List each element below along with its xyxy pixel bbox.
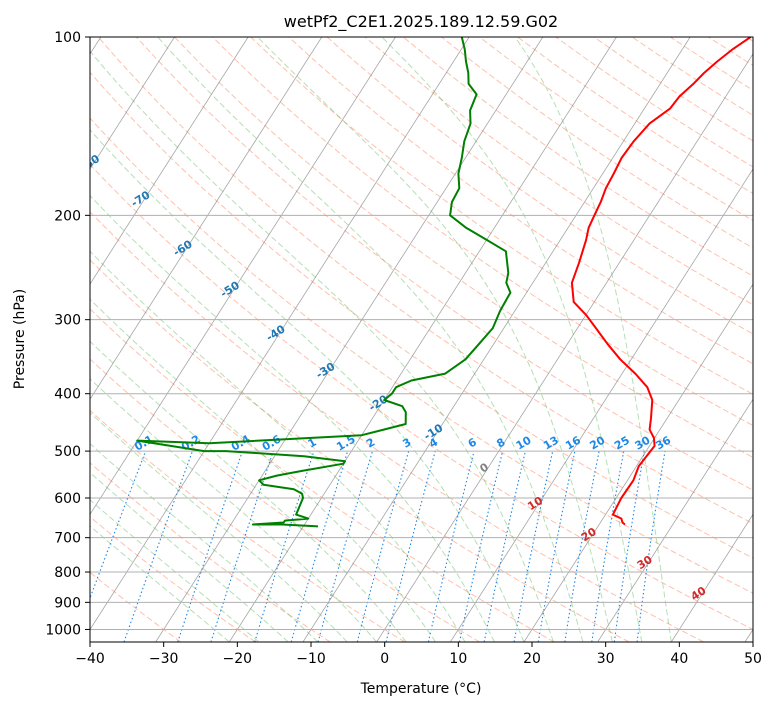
mixing-ratio-line [483,450,526,642]
temperature-profile-line [570,37,752,526]
chart-title: wetPf2_C2E1.2025.189.12.59.G02 [284,12,558,32]
isotherm-line [90,37,323,400]
x-tick-label: 30 [597,651,615,667]
dry-adiabat-line [90,163,753,630]
dry-adiabat-line [250,37,753,395]
y-tick-label: 600 [54,491,81,507]
moist-adiabat-line [90,129,525,642]
moist-adiabat-line [514,37,672,642]
moist-adiabat-line [90,411,348,642]
moist-adiabat-line [90,525,230,642]
x-tick-label: 10 [449,651,467,667]
dry-adiabat-line [90,211,704,642]
dry-adiabat-line [90,516,256,642]
mixing-ratio-line [317,450,374,642]
background-reference-lines [90,37,753,642]
dry-adiabat-line [212,37,753,427]
isotherm-line [90,37,249,285]
isotherm-line [302,37,691,642]
dry-adiabat-line [364,37,753,306]
mixing-ratio-line [458,450,504,642]
y-axis-ticks: 100 200 300 400 500 600 700 800 900 1000 [45,30,90,638]
moist-adiabat-line [90,298,436,642]
mixing-ratio-line [613,451,645,642]
dry-adiabat-line [90,308,555,642]
mixing-ratio-line [254,450,315,642]
isotherm-line [449,168,753,642]
moist-adiabat-line [381,37,643,642]
mixing-ratio-line [210,450,274,642]
dry-adiabat-line [90,117,753,594]
moist-adiabat-line [90,471,289,642]
moist-adiabat-line [90,250,466,642]
isotherm-line [90,37,175,170]
y-tick-label: 500 [54,444,81,460]
plot-frame [89,36,754,643]
moist-adiabat-line [157,37,584,642]
x-tick-label: −10 [296,651,326,667]
x-tick-label: −40 [75,651,105,667]
isotherm-line [90,37,396,516]
y-tick-label: 200 [54,208,81,224]
dry-adiabat-line [326,37,753,335]
dry-adiabat-line [90,462,331,642]
y-tick-label: 900 [54,595,81,611]
moist-adiabat-line [90,499,260,642]
dry-adiabat-line [288,37,753,365]
moist-adiabat-line [90,378,377,642]
sounding-profiles [136,37,752,528]
isotherm-line [90,37,470,631]
x-tick-label: 50 [744,651,762,667]
x-axis-ticks: −40 −30 −20 −10 0 10 20 30 40 50 [75,642,762,667]
isotherm-line [376,53,753,642]
dry-adiabat-line [90,71,753,559]
isotherm-line [597,398,753,642]
x-axis-label: Temperature (°C) [360,681,482,697]
y-axis-label: Pressure (hPa) [12,289,28,389]
dry-adiabat-line [90,259,630,642]
y-tick-label: 100 [54,30,81,46]
x-tick-label: −20 [223,651,253,667]
y-tick-label: 400 [54,387,81,403]
moist-adiabat-line [90,50,554,642]
y-tick-label: 300 [54,313,81,329]
mixing-ratio-line [356,450,410,642]
x-tick-label: 0 [380,651,389,667]
mixing-ratio-line [636,451,666,642]
dry-adiabat-line [97,37,753,525]
isotherm-line [523,283,753,642]
x-tick-label: −30 [149,651,179,667]
mixing-ratio-line [290,450,349,642]
x-tick-label: 40 [670,651,688,667]
isotherm-line [228,37,617,642]
mixing-ratio-line [427,450,475,642]
moist-adiabat-line [90,194,495,642]
moist-adiabat-line [90,340,407,642]
y-tick-label: 1000 [45,622,81,638]
y-tick-label: 700 [54,531,81,547]
dry-adiabat-line [135,37,753,491]
isotherm-line [670,513,753,642]
x-tick-label: 20 [523,651,541,667]
dry-adiabat-line [90,358,480,642]
isotherm-line [155,37,544,642]
y-tick-label: 800 [54,565,81,581]
mixing-ratio-line [177,450,244,642]
moist-adiabat-line [90,443,319,642]
dewpoint-profile-line [136,37,512,528]
